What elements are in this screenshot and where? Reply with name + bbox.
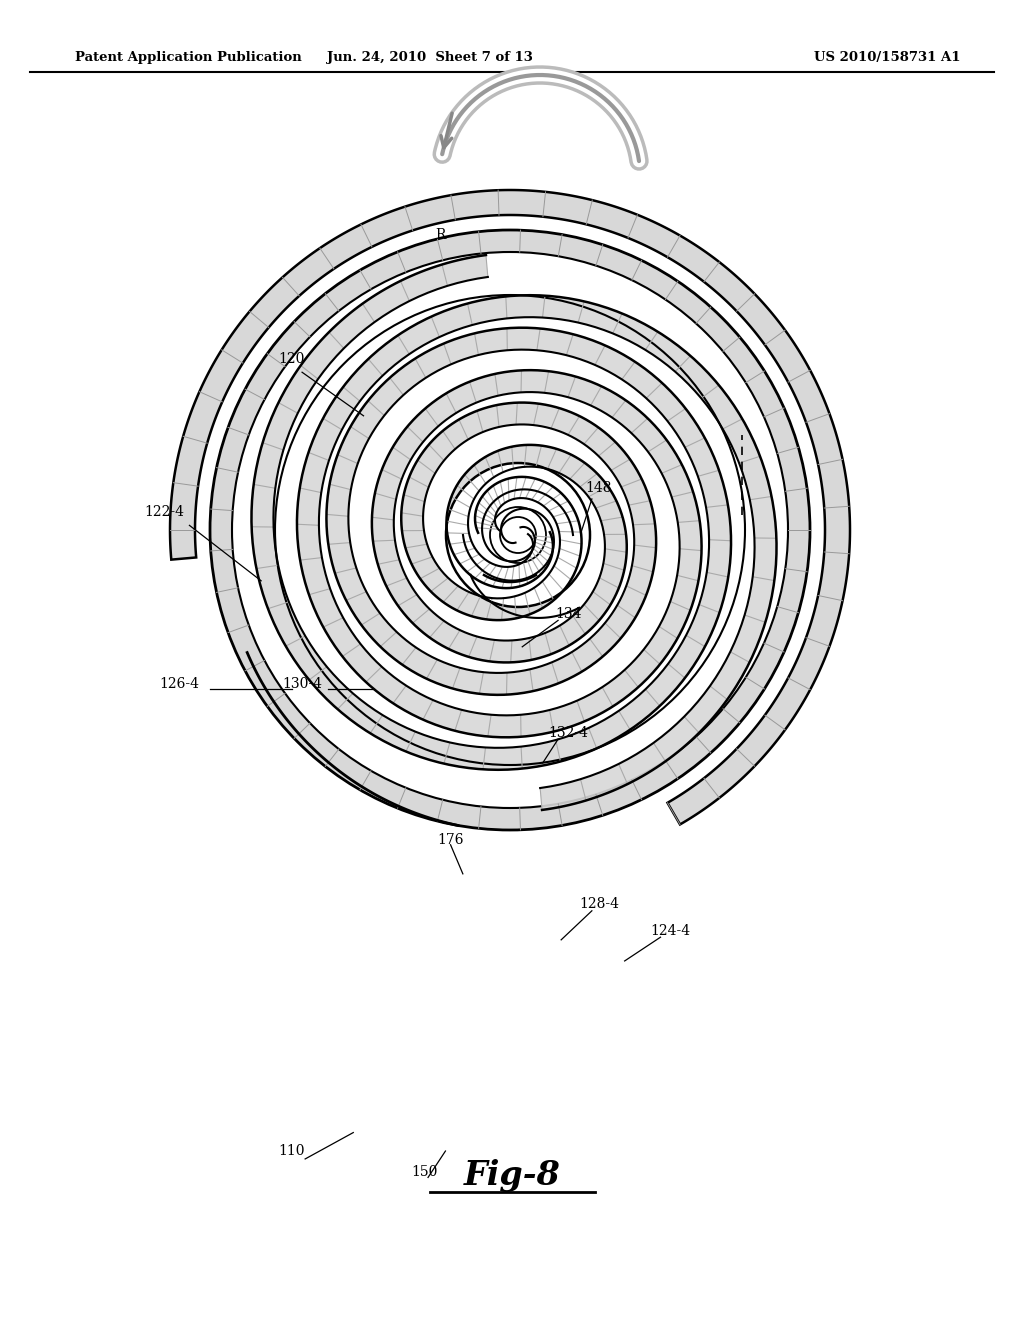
Text: Jun. 24, 2010  Sheet 7 of 13: Jun. 24, 2010 Sheet 7 of 13 [327,51,532,65]
Text: 134: 134 [555,607,582,620]
Text: 132-4: 132-4 [548,726,589,739]
Text: US 2010/158731 A1: US 2010/158731 A1 [813,51,961,65]
Text: 126-4: 126-4 [159,677,200,690]
Polygon shape [170,190,850,825]
Text: 124-4: 124-4 [650,924,691,937]
Text: 150: 150 [412,1166,438,1179]
Text: 120: 120 [279,352,305,366]
Text: Patent Application Publication: Patent Application Publication [75,51,302,65]
Text: 176: 176 [437,833,464,846]
Circle shape [446,463,590,607]
Text: 148: 148 [586,482,612,495]
Text: 122-4: 122-4 [143,506,184,519]
Polygon shape [252,255,731,770]
Text: 128-4: 128-4 [579,898,620,911]
Text: Fig-8: Fig-8 [464,1159,560,1192]
Text: 130-4: 130-4 [282,677,323,690]
Text: 110: 110 [279,1144,305,1158]
Wedge shape [210,230,810,830]
Text: R: R [435,228,445,242]
Polygon shape [297,296,776,810]
